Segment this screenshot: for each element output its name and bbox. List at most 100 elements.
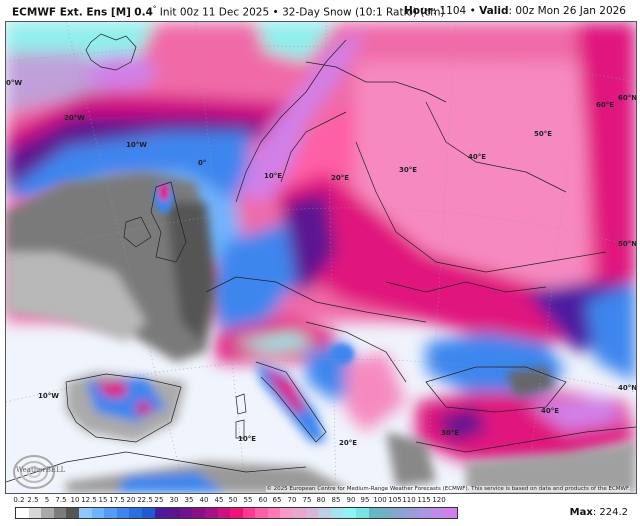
- legend-swatch: [116, 508, 130, 518]
- legend-tick-label: 100: [373, 496, 387, 504]
- legend-tick-label: 15: [98, 496, 108, 504]
- model-name: ECMWF Ext. Ens [M]: [12, 6, 131, 19]
- legend-swatch: [28, 508, 42, 518]
- copyright-notice: © 2025 European Centre for Medium-Range …: [266, 486, 630, 492]
- separator: •: [272, 6, 279, 19]
- legend-tick-label: 95: [360, 496, 370, 504]
- separator: •: [469, 5, 476, 17]
- grey-snow-field: [6, 172, 636, 493]
- map-canvas: [6, 22, 636, 493]
- hour-value: : 1104: [432, 5, 467, 17]
- legend-tick-label: 12.5: [81, 496, 97, 504]
- legend-swatch: [305, 508, 319, 518]
- grid-label: 40°E: [541, 407, 560, 415]
- legend-swatch: [293, 508, 306, 518]
- legend-tick-label: 50: [228, 496, 238, 504]
- legend-tick-label: 55: [243, 496, 253, 504]
- legend-tick-label: 35: [184, 496, 194, 504]
- legend-colorbar: [15, 507, 458, 519]
- legend-swatch: [431, 508, 445, 518]
- legend-tick-label: 120: [432, 496, 446, 504]
- product-name: 32-Day Snow (10:1 Ratio) (cm): [282, 6, 445, 19]
- legend-swatch: [66, 508, 79, 518]
- legend-tick-label: 110: [402, 496, 416, 504]
- legend-swatch: [230, 508, 243, 518]
- grid-label: 50°E: [534, 130, 553, 138]
- legend-swatch: [255, 508, 268, 518]
- grid-label: 10°E: [238, 435, 257, 443]
- color-legend: 0.2 2.5 5 7.5 10 12.5 15 17.5 20 22.5 25 30 35 40 45 50…: [13, 496, 460, 520]
- legend-tick-label: 7.5: [55, 496, 67, 504]
- max-number: : 224.2: [592, 507, 628, 518]
- grid-label: 10°W: [38, 392, 59, 400]
- legend-swatch: [53, 508, 67, 518]
- legend-swatch: [242, 508, 256, 518]
- max-value: Max: 224.2: [570, 507, 628, 518]
- grid-label: 40°N: [618, 384, 637, 392]
- legend-tick-label: 22.5: [137, 496, 153, 504]
- valid-info: Hour: 1104 • Valid: 00z Mon 26 Jan 2026: [404, 5, 626, 17]
- legend-swatch: [267, 508, 281, 518]
- legend-swatch: [406, 508, 419, 518]
- legend-tick-label: 40: [199, 496, 209, 504]
- legend-swatch: [204, 508, 218, 518]
- grid-label: 20°E: [339, 439, 358, 447]
- swirl-icon: [13, 455, 55, 489]
- legend-swatch: [381, 508, 394, 518]
- legend-tick-label: 90: [346, 496, 356, 504]
- legend-swatch: [141, 508, 155, 518]
- legend-tick-label: 105: [388, 496, 402, 504]
- coastlines: [6, 33, 636, 483]
- max-label: Max: [569, 507, 593, 518]
- legend-swatch: [393, 508, 407, 518]
- degree-symbol: °: [152, 5, 157, 13]
- legend-swatch: [41, 508, 54, 518]
- legend-tick-label: 45: [214, 496, 224, 504]
- legend-tick-label: 75: [302, 496, 312, 504]
- legend-swatch: [343, 508, 357, 518]
- grid-label: 40°E: [468, 153, 487, 161]
- legend-swatch: [444, 508, 457, 518]
- legend-tick-label: 115: [417, 496, 431, 504]
- legend-swatch: [167, 508, 180, 518]
- legend-tick-label: 30: [169, 496, 179, 504]
- legend-swatch: [318, 508, 331, 518]
- legend-tick-label: 60: [258, 496, 268, 504]
- snowfall-map[interactable]: 0°W 20°W 10°W 0° 10°E 20°E 30°E 40°E 50°…: [5, 21, 637, 494]
- legend-tick-label: 17.5: [109, 496, 125, 504]
- grid-label: 60°E: [596, 101, 615, 109]
- valid-label: Valid: [479, 5, 509, 17]
- legend-swatch: [91, 508, 105, 518]
- grid-label: 50°N: [618, 240, 637, 248]
- legend-swatch: [192, 508, 205, 518]
- legend-tick-label: 70: [287, 496, 297, 504]
- grid-label: 0°: [198, 159, 207, 167]
- legend-swatch: [78, 508, 92, 518]
- model-resolution: 0.4: [134, 6, 153, 19]
- legend-swatch: [154, 508, 168, 518]
- grid-label: 20°W: [64, 114, 85, 122]
- legend-swatch: [280, 508, 294, 518]
- weatherbell-logo: WeatherBELL: [12, 452, 72, 492]
- grid-label: 30°E: [399, 166, 418, 174]
- grid-label: 0°W: [6, 79, 23, 87]
- map-title: ECMWF Ext. Ens [M] 0.4° Init 00z 11 Dec …: [12, 5, 445, 19]
- legend-labels: 0.2 2.5 5 7.5 10 12.5 15 17.5 20 22.5 25 30 35 40 45 50…: [13, 496, 460, 506]
- legend-swatch: [104, 508, 117, 518]
- init-time: Init 00z 11 Dec 2025: [159, 6, 270, 19]
- legend-tick-label: 85: [331, 496, 341, 504]
- legend-tick-label: 20: [126, 496, 136, 504]
- header: ECMWF Ext. Ens [M] 0.4° Init 00z 11 Dec …: [0, 0, 640, 21]
- grid-label: 60°N: [618, 94, 637, 102]
- legend-tick-label: 80: [316, 496, 326, 504]
- legend-tick-label: 25: [154, 496, 164, 504]
- legend-swatch: [217, 508, 231, 518]
- legend-swatch: [330, 508, 344, 518]
- legend-swatch: [129, 508, 142, 518]
- legend-swatch: [356, 508, 369, 518]
- logo-text: WeatherBELL: [16, 466, 66, 474]
- legend-tick-label: 2.5: [27, 496, 39, 504]
- grid-label: 10°W: [126, 141, 147, 149]
- legend-swatch: [368, 508, 382, 518]
- legend-swatch: [179, 508, 193, 518]
